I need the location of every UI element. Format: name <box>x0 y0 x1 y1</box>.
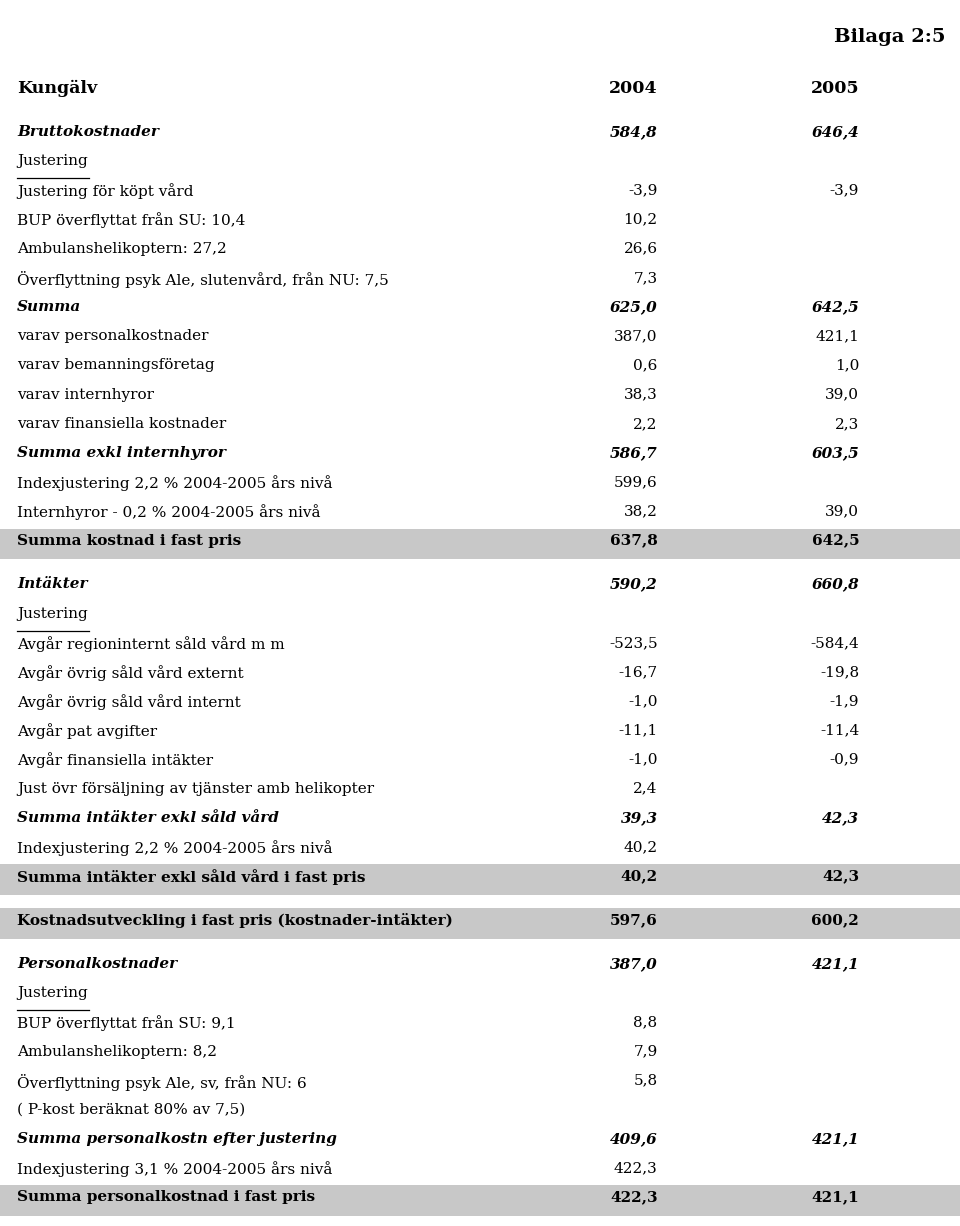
Text: Avgår pat avgifter: Avgår pat avgifter <box>17 723 157 739</box>
Text: 10,2: 10,2 <box>623 212 658 227</box>
Text: 421,1: 421,1 <box>815 330 859 343</box>
Text: 646,4: 646,4 <box>811 125 859 139</box>
Text: BUP överflyttat från SU: 10,4: BUP överflyttat från SU: 10,4 <box>17 212 246 228</box>
Text: -3,9: -3,9 <box>829 184 859 197</box>
Text: Internhyror - 0,2 % 2004-2005 års nivå: Internhyror - 0,2 % 2004-2005 års nivå <box>17 504 321 520</box>
Text: Överflyttning psyk Ale, sv, från NU: 6: Överflyttning psyk Ale, sv, från NU: 6 <box>17 1074 307 1091</box>
Text: 586,7: 586,7 <box>610 446 658 460</box>
Text: Ambulanshelikoptern: 8,2: Ambulanshelikoptern: 8,2 <box>17 1045 217 1058</box>
Text: -3,9: -3,9 <box>628 184 658 197</box>
Text: 42,3: 42,3 <box>822 810 859 825</box>
Text: Summa exkl internhyror: Summa exkl internhyror <box>17 446 227 460</box>
Text: 42,3: 42,3 <box>822 869 859 883</box>
Bar <box>0 1186 960 1216</box>
Text: Indexjustering 3,1 % 2004-2005 års nivå: Indexjustering 3,1 % 2004-2005 års nivå <box>17 1161 333 1177</box>
Text: Indexjustering 2,2 % 2004-2005 års nivå: Indexjustering 2,2 % 2004-2005 års nivå <box>17 840 333 856</box>
Text: 603,5: 603,5 <box>811 446 859 460</box>
Text: 39,0: 39,0 <box>826 387 859 402</box>
Text: 642,5: 642,5 <box>811 533 859 548</box>
Text: 387,0: 387,0 <box>610 958 658 971</box>
Text: 2004: 2004 <box>609 80 658 97</box>
Text: Intäkter: Intäkter <box>17 577 87 591</box>
Text: 40,2: 40,2 <box>620 869 658 883</box>
Text: Summa personalkostn efter justering: Summa personalkostn efter justering <box>17 1132 337 1146</box>
Text: Summa: Summa <box>17 300 82 314</box>
Text: varav finansiella kostnader: varav finansiella kostnader <box>17 417 227 430</box>
Text: 8,8: 8,8 <box>634 1015 658 1030</box>
Text: Avgår övrig såld vård internt: Avgår övrig såld vård internt <box>17 694 241 710</box>
Text: 421,1: 421,1 <box>811 958 859 971</box>
Text: 40,2: 40,2 <box>623 840 658 855</box>
Text: Kungälv: Kungälv <box>17 80 98 97</box>
Text: 421,1: 421,1 <box>811 1132 859 1146</box>
Text: Avgår finansiella intäkter: Avgår finansiella intäkter <box>17 753 213 769</box>
Text: -584,4: -584,4 <box>810 636 859 650</box>
Text: 1,0: 1,0 <box>835 358 859 373</box>
Text: Ambulanshelikoptern: 27,2: Ambulanshelikoptern: 27,2 <box>17 242 227 256</box>
Text: 38,3: 38,3 <box>624 387 658 402</box>
Text: 660,8: 660,8 <box>811 577 859 591</box>
Text: -523,5: -523,5 <box>609 636 658 650</box>
Text: Summa intäkter exkl såld vård: Summa intäkter exkl såld vård <box>17 810 279 825</box>
Text: 597,6: 597,6 <box>610 913 658 927</box>
Text: 2,3: 2,3 <box>835 417 859 430</box>
Text: Summa personalkostnad i fast pris: Summa personalkostnad i fast pris <box>17 1190 316 1204</box>
Text: Justering: Justering <box>17 154 88 168</box>
Text: varav internhyror: varav internhyror <box>17 387 155 402</box>
Text: Indexjustering 2,2 % 2004-2005 års nivå: Indexjustering 2,2 % 2004-2005 års nivå <box>17 476 333 492</box>
Text: 409,6: 409,6 <box>610 1132 658 1146</box>
Text: Avgår övrig såld vård externt: Avgår övrig såld vård externt <box>17 664 244 680</box>
Text: varav personalkostnader: varav personalkostnader <box>17 330 208 343</box>
Text: 642,5: 642,5 <box>811 300 859 314</box>
Text: 7,9: 7,9 <box>634 1045 658 1058</box>
Text: 625,0: 625,0 <box>610 300 658 314</box>
Text: 590,2: 590,2 <box>610 577 658 591</box>
Text: Avgår regioninternt såld vård m m: Avgår regioninternt såld vård m m <box>17 636 285 652</box>
Text: 39,3: 39,3 <box>620 810 658 825</box>
Text: 387,0: 387,0 <box>614 330 658 343</box>
Text: 39,0: 39,0 <box>826 504 859 519</box>
Text: 422,3: 422,3 <box>610 1190 658 1204</box>
Text: 7,3: 7,3 <box>634 271 658 284</box>
Text: 26,6: 26,6 <box>623 242 658 256</box>
Text: 584,8: 584,8 <box>610 125 658 139</box>
Text: Kostnadsutveckling i fast pris (kostnader-intäkter): Kostnadsutveckling i fast pris (kostnade… <box>17 913 453 928</box>
Text: 2,2: 2,2 <box>634 417 658 430</box>
Text: Personalkostnader: Personalkostnader <box>17 958 178 971</box>
Text: 421,1: 421,1 <box>811 1190 859 1204</box>
Text: -19,8: -19,8 <box>820 664 859 679</box>
Text: Överflyttning psyk Ale, slutenvård, från NU: 7,5: Överflyttning psyk Ale, slutenvård, från… <box>17 271 389 288</box>
Text: Justering för köpt vård: Justering för köpt vård <box>17 184 194 200</box>
Bar <box>0 908 960 939</box>
Text: Summa intäkter exkl såld vård i fast pris: Summa intäkter exkl såld vård i fast pri… <box>17 869 366 885</box>
Text: Bruttokostnader: Bruttokostnader <box>17 125 159 139</box>
Text: -1,0: -1,0 <box>628 694 658 709</box>
Text: Bilaga 2:5: Bilaga 2:5 <box>834 28 946 47</box>
Text: 637,8: 637,8 <box>610 533 658 548</box>
Text: varav bemanningsföretag: varav bemanningsföretag <box>17 358 215 373</box>
Text: Justering: Justering <box>17 986 88 1000</box>
Text: 0,6: 0,6 <box>634 358 658 373</box>
Text: 5,8: 5,8 <box>634 1074 658 1087</box>
Bar <box>0 864 960 895</box>
Text: 2005: 2005 <box>810 80 859 97</box>
Text: BUP överflyttat från SU: 9,1: BUP överflyttat från SU: 9,1 <box>17 1015 236 1031</box>
Text: Summa kostnad i fast pris: Summa kostnad i fast pris <box>17 533 242 548</box>
Text: -11,1: -11,1 <box>618 723 658 737</box>
Text: ( P-kost beräknat 80% av 7,5): ( P-kost beräknat 80% av 7,5) <box>17 1103 246 1117</box>
Text: 599,6: 599,6 <box>613 476 658 489</box>
Text: 2,4: 2,4 <box>634 782 658 796</box>
Text: 38,2: 38,2 <box>624 504 658 519</box>
Text: Justering: Justering <box>17 607 88 620</box>
Text: -16,7: -16,7 <box>618 664 658 679</box>
Bar <box>0 528 960 559</box>
Text: -0,9: -0,9 <box>829 753 859 766</box>
Text: 422,3: 422,3 <box>613 1161 658 1176</box>
Text: -1,0: -1,0 <box>628 753 658 766</box>
Text: Just övr försäljning av tjänster amb helikopter: Just övr försäljning av tjänster amb hel… <box>17 782 374 796</box>
Text: -11,4: -11,4 <box>820 723 859 737</box>
Text: -1,9: -1,9 <box>829 694 859 709</box>
Text: 600,2: 600,2 <box>811 913 859 927</box>
